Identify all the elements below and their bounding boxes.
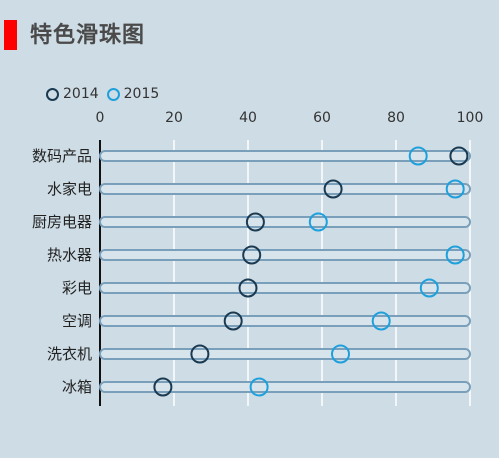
- bead-2014-1: [323, 179, 343, 199]
- bead-2015-3: [445, 245, 465, 265]
- slider-track-2: [99, 216, 471, 228]
- x-tick-label-20: 20: [165, 110, 183, 126]
- x-tick-label-80: 80: [387, 110, 405, 126]
- bead-2015-1: [445, 179, 465, 199]
- chart-title: 特色滑珠图: [30, 23, 146, 48]
- category-label-6: 洗衣机: [47, 345, 92, 363]
- bead-2014-2: [245, 212, 265, 232]
- category-label-2: 厨房电器: [32, 213, 92, 231]
- category-label-0: 数码产品: [32, 147, 92, 165]
- bead-2014-6: [190, 344, 210, 364]
- x-tick-label-100: 100: [457, 110, 484, 126]
- slider-track-1: [99, 183, 471, 195]
- category-label-1: 水家电: [47, 180, 92, 198]
- legend-marker-2014: [46, 87, 59, 101]
- slider-track-5: [99, 315, 471, 327]
- bead-2015-4: [419, 278, 439, 298]
- bead-2015-6: [331, 344, 350, 364]
- bead-2014-5: [223, 311, 243, 331]
- legend-label-2015: 2015: [123, 86, 160, 102]
- legend: 2014 2015: [46, 86, 167, 102]
- category-label-4: 彩电: [62, 279, 92, 297]
- legend-marker-2015: [106, 87, 120, 101]
- legend-item-2015: 2015: [106, 86, 160, 102]
- bead-2014-4: [238, 278, 258, 298]
- category-label-7: 冰箱: [62, 378, 92, 396]
- slider-track-6: [99, 348, 471, 360]
- bead-2015-7: [249, 377, 269, 397]
- title-accent-bar: [4, 20, 17, 50]
- category-label-5: 空调: [62, 312, 92, 330]
- slider-track-0: [99, 150, 471, 162]
- bead-2015-5: [371, 311, 391, 331]
- legend-item-2014: 2014: [46, 86, 99, 102]
- bead-2014-7: [153, 377, 173, 397]
- slider-track-7: [99, 381, 471, 393]
- legend-label-2014: 2014: [63, 86, 99, 102]
- bead-2014-3: [242, 245, 262, 265]
- x-tick-label-0: 0: [96, 110, 105, 126]
- bead-2015-2: [308, 212, 328, 232]
- bead-2015-0: [408, 146, 428, 166]
- x-tick-label-40: 40: [239, 110, 257, 126]
- x-tick-label-60: 60: [313, 110, 331, 126]
- bead-2014-0: [449, 146, 469, 166]
- slider-track-4: [99, 282, 471, 294]
- slider-track-3: [99, 249, 471, 261]
- category-label-3: 热水器: [47, 246, 92, 264]
